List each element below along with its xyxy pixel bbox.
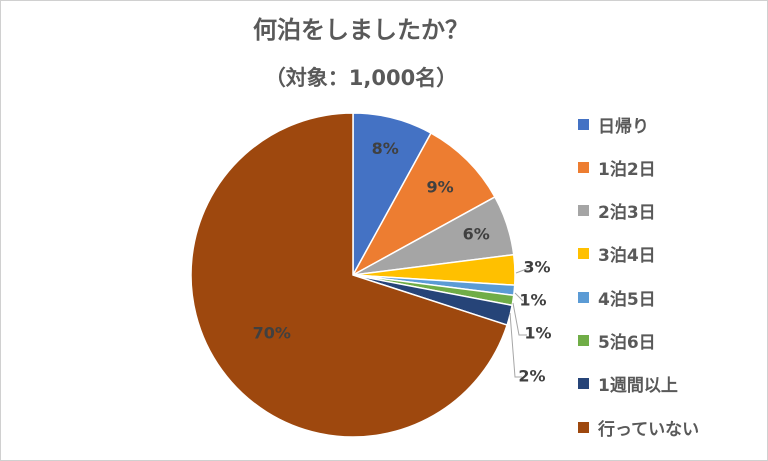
chart-subtitle: （対象：1,000名）: [264, 66, 458, 90]
legend-swatch: [578, 205, 589, 217]
legend-swatch: [578, 118, 589, 130]
legend-item: 5泊6日: [578, 329, 656, 353]
legend-label: 1週間以上: [598, 376, 678, 397]
legend-label: 3泊4日: [598, 246, 656, 267]
legend-label: 5泊6日: [598, 333, 656, 353]
legend-item: 1週間以上: [578, 372, 678, 396]
legend-item: 2泊3日: [578, 199, 656, 223]
data-label: 70%: [253, 324, 291, 343]
legend-swatch: [578, 291, 589, 303]
data-label: 8%: [372, 139, 399, 158]
legend-item: 3泊4日: [578, 242, 656, 266]
legend-label: 1泊2日: [598, 159, 656, 180]
legend-label: 2泊3日: [598, 203, 656, 224]
leader-line: [512, 302, 527, 336]
data-label: 3%: [523, 258, 550, 277]
legend-item: 日帰り: [578, 112, 649, 137]
chart-title: 何泊をしましたか？: [253, 16, 469, 44]
data-label: 1%: [519, 291, 546, 310]
leader-line: [515, 267, 530, 274]
legend-item: 行っていない: [578, 415, 700, 440]
pie-slice: [351, 132, 496, 277]
legend-swatch: [578, 378, 589, 390]
legend-label: 4泊5日: [598, 289, 656, 310]
legend-swatch: [578, 421, 589, 433]
legend-swatch: [578, 161, 589, 173]
legend-label: 行っていない: [598, 419, 700, 440]
leader-line: [514, 292, 524, 302]
legend-swatch: [578, 248, 589, 260]
legend-label: 日帰り: [598, 116, 649, 137]
legend-item: 4泊5日: [578, 285, 656, 310]
legend-swatch: [578, 335, 589, 346]
legend-item: 1泊2日: [578, 155, 656, 180]
data-label: 6%: [463, 224, 490, 243]
leader-line: [509, 312, 522, 378]
data-label: 1%: [524, 324, 551, 343]
data-label: 9%: [426, 177, 453, 196]
data-label: 2%: [518, 367, 545, 386]
pie-slice: [190, 112, 509, 438]
